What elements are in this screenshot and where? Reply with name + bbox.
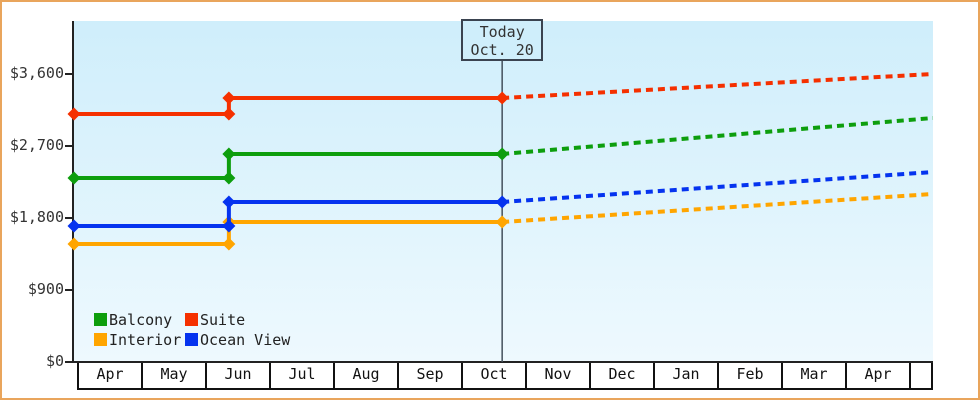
legend-item-balcony: Balcony [94, 310, 185, 329]
x-axis-month-row: Apr May Jun Jul Aug Sep Oct Nov Dec Jan Feb Mar Apr [77, 363, 933, 390]
month-cell-apr: Apr [77, 363, 141, 390]
legend-label: Suite [200, 310, 246, 329]
series-line-balcony [74, 152, 503, 180]
legend-swatch-suite [185, 313, 198, 326]
month-cell-jul: Jul [269, 363, 333, 390]
series-marker-suite [222, 107, 236, 121]
legend-item-interior: Interior [94, 330, 185, 349]
legend-label: Interior [109, 330, 182, 349]
legend-swatch-ocean-view [185, 333, 198, 346]
series-marker-interior [67, 237, 81, 251]
month-cell-aug: Aug [333, 363, 397, 390]
month-cell-apr: Apr [845, 363, 909, 390]
series-marker-suite [495, 91, 509, 105]
legend-label: Balcony [109, 310, 173, 329]
legend-item-suite: Suite [185, 310, 290, 329]
series-line-interior [74, 220, 503, 246]
series-marker-balcony [222, 171, 236, 185]
series-marker-interior [222, 237, 236, 251]
month-cell-nov: Nov [525, 363, 589, 390]
series-marker-ocean-view [222, 195, 236, 209]
series-marker-ocean-view [222, 219, 236, 233]
month-cell-may: May [141, 363, 205, 390]
series-marker-ocean-view [67, 219, 81, 233]
month-cell-sep: Sep [397, 363, 461, 390]
series-marker-balcony [222, 147, 236, 161]
series-marker-balcony [67, 171, 81, 185]
y-axis-label: $0 [45, 352, 64, 370]
month-cell-jun: Jun [205, 363, 269, 390]
today-annotation-date: Oct. 20 [470, 41, 534, 59]
y-axis-label: $900 [27, 280, 64, 298]
series-marker-interior [495, 215, 509, 229]
series-line-ocean-view [74, 200, 503, 228]
today-annotation: Today Oct. 20 [461, 19, 544, 61]
legend-swatch-interior [94, 333, 107, 346]
series-marker-suite [222, 91, 236, 105]
legend-item-ocean-view: Ocean View [185, 330, 291, 349]
legend-swatch-balcony [94, 313, 107, 326]
month-cell-oct: Oct [461, 363, 525, 390]
series-line-suite [74, 96, 503, 116]
month-cell-dec: Dec [589, 363, 653, 390]
series-marker-balcony [495, 147, 509, 161]
legend: Balcony Suite Interior Ocean View [94, 310, 291, 349]
y-axis-label: $1,800 [9, 208, 64, 226]
y-axis-label: $2,700 [9, 136, 64, 154]
series-projection-suite [502, 72, 933, 100]
month-cell-mar: Mar [781, 363, 845, 390]
series-projection-balcony [501, 116, 934, 156]
y-axis-label: $3,600 [9, 64, 64, 82]
today-annotation-title: Today [479, 23, 525, 41]
month-cell-jan: Jan [653, 363, 717, 390]
series-marker-suite [67, 107, 81, 121]
series-marker-ocean-view [495, 195, 509, 209]
month-cell-feb: Feb [717, 363, 781, 390]
month-cell-partial [909, 363, 933, 390]
plot-area-background [74, 21, 933, 362]
legend-label: Ocean View [200, 330, 291, 349]
